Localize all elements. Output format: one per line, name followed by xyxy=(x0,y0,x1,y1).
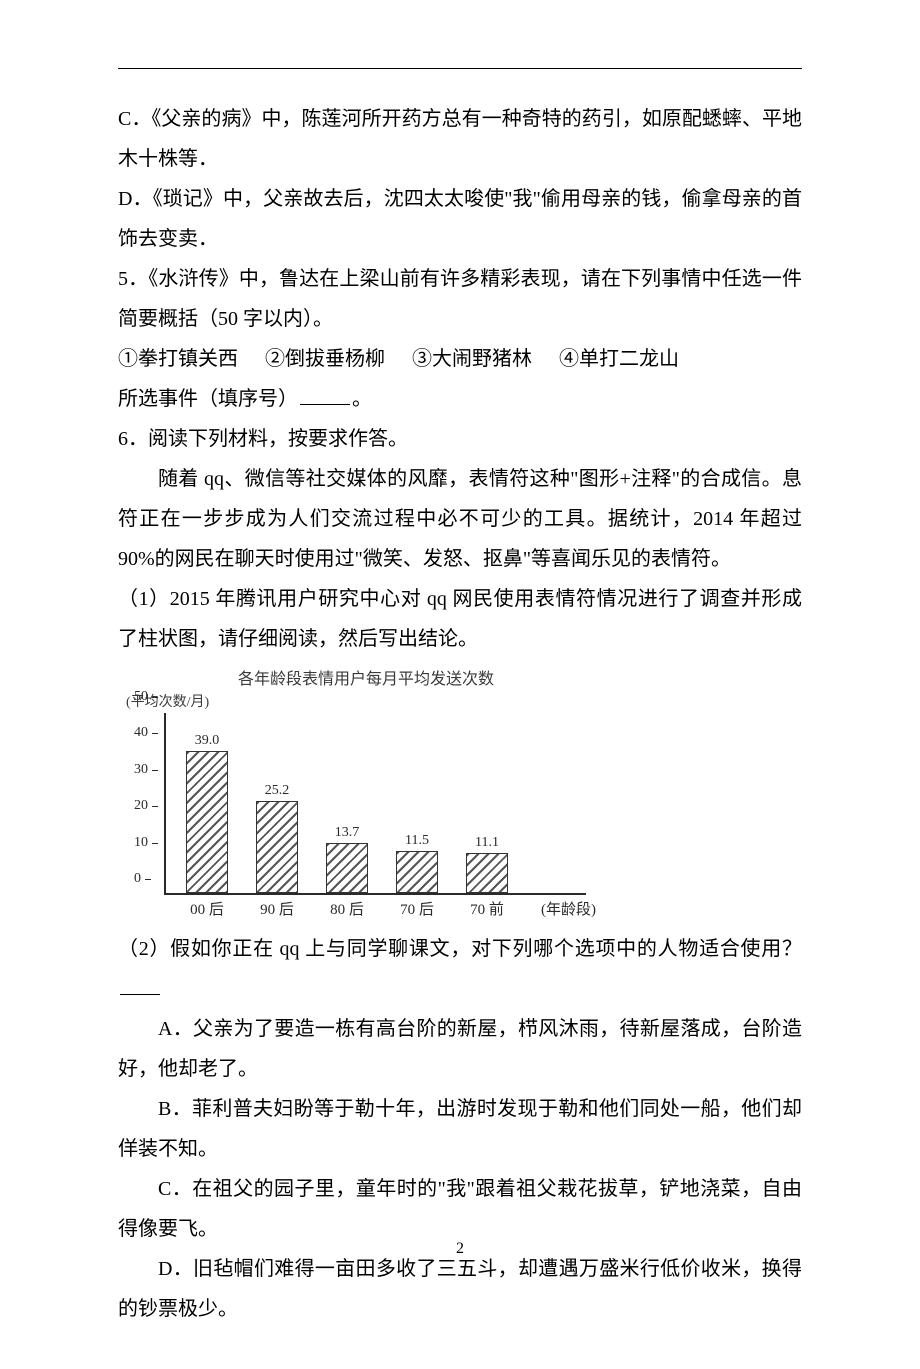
y-axis xyxy=(164,713,166,895)
q5-select-suffix: 。 xyxy=(352,388,372,410)
y-tick: 10 xyxy=(134,835,148,851)
question-5: 5．《水浒传》中，鲁达在上梁山前有许多精彩表现，请在下列事情中任选一件简要概括（… xyxy=(118,259,802,339)
bar xyxy=(326,843,368,893)
y-tick: 0 xyxy=(134,871,141,887)
option-d: D．《琐记》中，父亲故去后，沈四太太唆使"我"偷用母亲的钱，偷拿母亲的首饰去变卖… xyxy=(118,179,802,259)
x-tick-label: 80 后 xyxy=(330,898,364,919)
x-tick-label: 90 后 xyxy=(260,898,294,919)
q5-opt-1: ①拳打镇关西 xyxy=(118,348,238,370)
option-b: B．菲利普夫妇盼等于勒十年，出游时发现于勒和他们同处一船，他们却佯装不知。 xyxy=(118,1089,802,1169)
bar-value-label: 13.7 xyxy=(317,825,377,841)
bar xyxy=(466,853,508,893)
question-5-options: ①拳打镇关西 ②倒拔垂杨柳 ③大闹野猪林 ④单打二龙山 xyxy=(118,339,802,379)
chart-xlabel: (年龄段) xyxy=(541,898,596,919)
bar xyxy=(396,851,438,893)
chart-plot-area: (年龄段) 0102030405039.000 后25.290 后13.780 … xyxy=(126,713,586,923)
x-tick-label: 70 后 xyxy=(400,898,434,919)
x-axis xyxy=(164,893,586,895)
chart-ylabel: (平均次数/月) xyxy=(126,691,802,711)
question-6-2: （2）假如你正在 qq 上与同学聊课文，对下列哪个选项中的人物适合使用？ xyxy=(118,929,802,1009)
bar-value-label: 11.1 xyxy=(457,835,517,851)
y-tick: 40 xyxy=(134,725,148,741)
q5-blank[interactable] xyxy=(300,404,350,405)
option-c2: C．在祖父的园子里，童年时的"我"跟着祖父栽花拔草，铲地浇菜，自由得像要飞。 xyxy=(118,1169,802,1249)
y-tick: 50 xyxy=(134,689,148,705)
question-5-select: 所选事件（填序号） 。 xyxy=(118,379,802,419)
bar-chart: 各年龄段表情用户每月平均发送次数 (平均次数/月) (年龄段) 0 10 20 30 4… xyxy=(118,665,802,923)
q5-opt-4: ④单打二龙山 xyxy=(559,348,679,370)
bar xyxy=(256,801,298,893)
q6-2-prefix: （2）假如你正在 qq 上与同学聊课文，对下列哪个选项中的人物适合使用？ xyxy=(118,938,802,960)
question-6-1: （1）2015 年腾讯用户研究中心对 qq 网民使用表情符情况进行了调查并形成了… xyxy=(118,579,802,659)
chart-title: 各年龄段表情用户每月平均发送次数 xyxy=(238,665,802,689)
q5-opt-2: ②倒拔垂杨柳 xyxy=(265,348,385,370)
bar xyxy=(186,751,228,893)
bar-value-label: 25.2 xyxy=(247,783,307,799)
x-tick-label: 70 前 xyxy=(470,898,504,919)
q5-select-prefix: 所选事件（填序号） xyxy=(118,388,298,410)
q5-opt-3: ③大闹野猪林 xyxy=(412,348,532,370)
top-divider xyxy=(118,68,802,69)
x-tick-label: 00 后 xyxy=(190,898,224,919)
option-a: A．父亲为了要造一栋有高台阶的新屋，栉风沐雨，待新屋落成，台阶造好，他却老了。 xyxy=(118,1009,802,1089)
question-6: 6．阅读下列材料，按要求作答。 xyxy=(118,419,802,459)
bar-value-label: 39.0 xyxy=(177,733,237,749)
y-tick: 30 xyxy=(134,762,148,778)
option-c: C．《父亲的病》中，陈莲河所开药方总有一种奇特的药引，如原配蟋蟀、平地木十株等． xyxy=(118,99,802,179)
question-6-body: 随着 qq、微信等社交媒体的风靡，表情符这种"图形+注释"的合成信。息符正在一步… xyxy=(118,459,802,579)
option-d2: D．旧毡帽们难得一亩田多收了三五斗，却遭遇万盛米行低价收米，换得的钞票极少。 xyxy=(118,1249,802,1329)
page-number: 2 xyxy=(0,1240,920,1258)
y-tick: 20 xyxy=(134,798,148,814)
bar-value-label: 11.5 xyxy=(387,833,447,849)
q6-2-blank[interactable] xyxy=(120,994,160,995)
